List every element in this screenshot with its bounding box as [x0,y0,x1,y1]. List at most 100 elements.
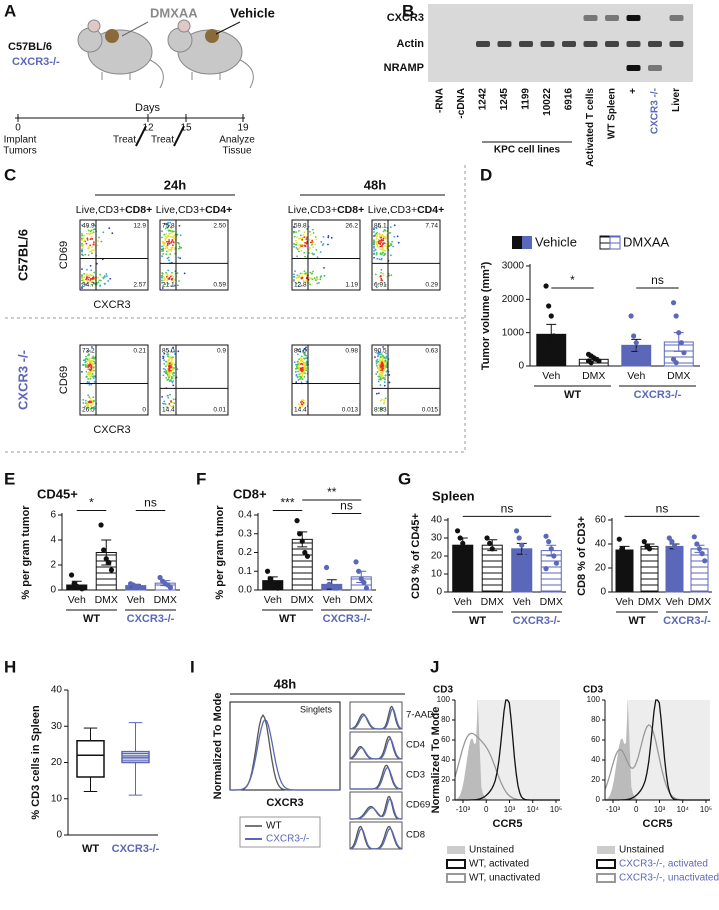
x-tick-label: Veh [615,596,633,608]
flow-dot [312,270,314,273]
y-axis-label: % per gram tumor [20,505,32,600]
flow-dot [297,281,300,284]
flow-dot [161,395,164,398]
flow-dot [161,272,164,275]
flow-dot [301,405,304,408]
flow-dot [92,228,95,231]
y-tick-label: 0.0 [238,585,252,596]
flow-dot [384,378,386,381]
data-point [674,546,680,552]
flow-dot [293,279,295,281]
x-axis-label: CCR5 [643,818,673,830]
flow-dot [385,245,388,248]
flow-dot [172,384,175,387]
flow-dot [375,227,378,230]
flow-dot [301,245,304,248]
x-tick-label: DMX [667,370,690,382]
flow-dot [379,357,381,360]
data-point [681,350,687,356]
flow-dot [161,250,163,253]
quadrant-value: 14.4 [294,407,307,414]
flow-dot [170,375,173,378]
flow-dot [303,347,306,350]
data-point [108,567,115,573]
data-point [669,539,675,545]
population-prefix: Live,CD3+ [368,204,417,216]
x-tick-label: DMX [540,596,563,608]
flow-dot [377,407,380,409]
flow-dot [314,279,317,282]
flow-dot [295,363,297,366]
time-label: 48h [274,676,296,691]
flow-dot [165,377,168,379]
flow-dot [309,241,312,244]
arrow [121,21,149,37]
flow-dot [301,403,304,406]
event-label: Implant [4,135,37,146]
flow-dot [89,397,92,400]
plot-title: CD3 [433,685,453,696]
flow-dot [381,361,384,364]
y-tick-label: 30 [51,721,63,732]
flow-dot [385,370,388,373]
flow-dot [385,243,388,246]
flow-dot [174,363,176,366]
flow-dot [164,237,167,240]
flow-dot [85,355,87,358]
flow-dot [168,403,171,405]
row-label: CXCR3 -/- [15,350,30,410]
quadrant-value: 12.8 [294,282,307,289]
flow-dot [174,353,176,355]
flow-dot [392,245,395,248]
flow-dot [91,246,93,248]
panel-letter: C [4,165,16,184]
flow-dot [81,287,83,289]
flow-dot [168,249,170,251]
population-marker: CD4+ [417,204,444,216]
bar [540,550,562,593]
group-label: CXCR3-/- [634,389,682,401]
flow-dot [383,228,386,231]
flow-dot [315,238,318,241]
flow-dot [91,357,94,359]
data-point [543,566,549,572]
panel-letter: I [190,657,195,676]
flow-dot [173,230,175,233]
flow-dot [373,227,375,230]
flow-dot [172,405,175,407]
flow-dot [383,242,386,245]
flow-dot [305,241,308,244]
flow-dot [388,245,390,248]
flow-dot [86,281,89,284]
data-point [521,549,527,556]
bar [481,544,503,593]
flow-dot [93,360,95,363]
data-point [677,549,683,556]
flow-dot [87,278,90,281]
flow-dot [308,252,310,254]
lane-label: 6916 [564,88,575,111]
x-tick-label: -10³ [456,805,471,814]
flow-dot [171,369,174,372]
population-marker: CD8+ [125,204,152,216]
flow-dot [164,227,167,230]
flow-dot [327,243,329,246]
flow-dot [300,381,303,384]
flow-dot [295,282,298,285]
flow-dot [90,374,93,377]
data-point [548,546,554,552]
flow-dot [178,224,181,227]
x-tick-label: Veh [665,596,683,608]
axis-label: CXCR3 [93,424,130,436]
data-point [588,360,594,366]
flow-dot [311,243,314,246]
flow-plot [291,219,361,291]
quadrant-value: 14.4 [162,407,175,414]
flow-dot [86,280,88,282]
flow-dot [301,238,304,241]
flow-dot [168,239,171,241]
flow-dot [164,239,167,242]
flow-dot [295,276,298,279]
flow-dot [293,225,295,228]
flow-dot [308,238,311,241]
